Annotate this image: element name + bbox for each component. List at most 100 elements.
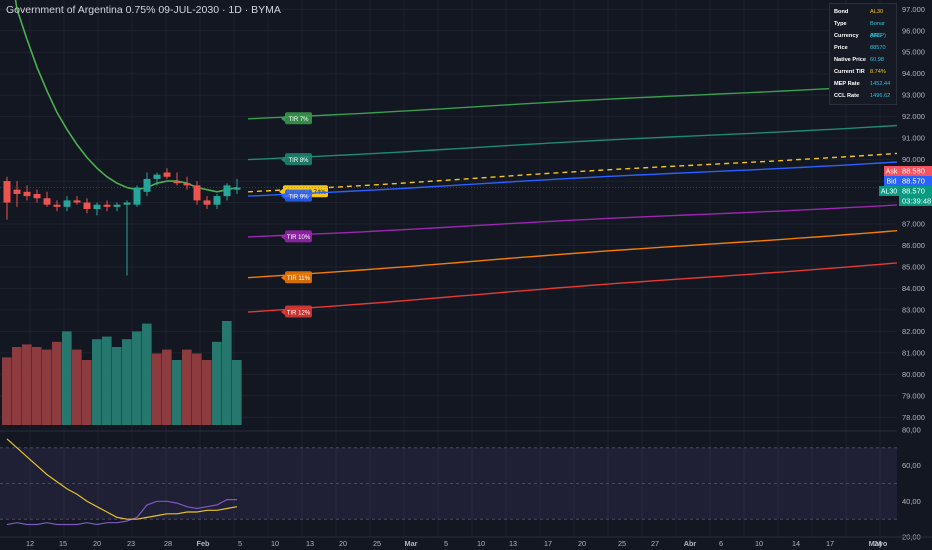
bid-price-tag-bg — [884, 176, 899, 186]
candle-body — [113, 204, 121, 207]
time-tick-label: 24 — [874, 539, 882, 548]
candle — [213, 193, 221, 209]
time-tick-label: 20 — [578, 539, 586, 548]
volume-bar — [2, 357, 12, 425]
info-value: ARS — [870, 33, 882, 39]
candle-body — [143, 178, 151, 192]
candle-body — [223, 185, 231, 197]
axis-background — [897, 0, 932, 550]
price-tick-label: 95.000 — [902, 48, 925, 57]
rsi-tick-label: 80,00 — [902, 426, 921, 435]
ask-price-value: 88.580 — [902, 167, 925, 176]
time-tick-label: 15 — [59, 539, 67, 548]
candle-body — [233, 187, 241, 190]
tir-line — [247, 204, 898, 238]
volume-bar — [82, 360, 92, 425]
time-tick-label: 13 — [509, 539, 517, 548]
time-tick-label: 27 — [651, 539, 659, 548]
volume-bar — [192, 353, 202, 425]
last-price-tag: AL30 — [881, 189, 897, 196]
tir-label-bg — [285, 230, 312, 243]
tir-label-pointer — [281, 193, 285, 200]
time-tick-label: 6 — [719, 539, 723, 548]
volume-bar — [172, 360, 182, 425]
candle — [223, 183, 231, 201]
candle — [3, 176, 11, 220]
price-tick-label: 87.000 — [902, 220, 925, 229]
candle-body — [183, 183, 191, 186]
candle — [203, 196, 211, 209]
candle-body — [163, 172, 171, 177]
info-row: Bond AL30 — [830, 6, 896, 18]
price-tick-label: 94.000 — [902, 69, 925, 78]
info-row: Current TIR 8.74% — [830, 66, 896, 78]
volume-bar — [92, 339, 102, 425]
candle-body — [103, 204, 111, 207]
last-price-value: 88.570 — [902, 187, 925, 196]
candle — [83, 198, 91, 214]
price-tick-label: 90.000 — [902, 155, 925, 164]
info-row: Price 88570 — [830, 42, 896, 54]
price-tick-label: 85.000 — [902, 262, 925, 271]
price-tick-label: 97.000 — [902, 5, 925, 14]
volume-bars — [2, 321, 242, 425]
time-tick-label: 5 — [444, 539, 448, 548]
price-tick-label: 78.000 — [902, 413, 925, 422]
candle — [103, 200, 111, 212]
time-tick-label: 13 — [306, 539, 314, 548]
ask-price-value-bg — [899, 166, 932, 176]
candle — [173, 172, 181, 186]
last-price-tag-bg — [879, 186, 899, 196]
candle — [113, 202, 121, 212]
volume-bar — [42, 349, 52, 425]
price-axis[interactable]: 97.000 96.000 95.000 94.000 93.000 92.000 91.0… — [897, 0, 932, 550]
tir-label-bg — [285, 271, 312, 284]
candle — [193, 181, 201, 205]
volume-bar — [162, 349, 172, 425]
volume-bar — [142, 323, 152, 425]
tir-line — [247, 161, 898, 197]
ask-price-tag: Ask — [886, 169, 898, 176]
tir-label-text: TIR 7% — [288, 117, 309, 123]
tir-label-pointer — [281, 156, 285, 163]
info-label: CCL Rate — [834, 93, 860, 99]
tir-label: TIR 10% — [281, 230, 312, 243]
candle — [123, 200, 131, 276]
tir-line — [247, 84, 898, 120]
tir-label: TIR 7% — [281, 112, 312, 125]
tir-label: TIR 12% — [281, 305, 312, 318]
candle — [63, 196, 71, 212]
candle-body — [123, 202, 131, 205]
ask-price-tag-bg — [884, 166, 899, 176]
candle-body — [83, 202, 91, 209]
time-tick-label: 10 — [755, 539, 763, 548]
tir-label-text: TIR 9% — [288, 194, 309, 200]
rsi-pane — [0, 447, 897, 520]
volume-bar — [102, 336, 112, 425]
time-tick-label: 21 — [874, 539, 882, 548]
time-axis[interactable]: 12 15 20 23 28 Feb 5 10 13 20 25 Mar 5 10 13 17 20 25 27 Ab… — [0, 536, 932, 548]
volume-bar — [12, 347, 22, 425]
candle-body — [43, 198, 51, 205]
candle-body — [173, 181, 181, 184]
rsi-line — [6, 499, 237, 526]
time-tick-label: 12 — [26, 539, 34, 548]
rsi_ma-line — [6, 438, 238, 520]
info-label: MEP Rate — [834, 81, 860, 87]
volume-bar — [212, 341, 222, 425]
tir-label: TIR 8% — [281, 153, 312, 166]
info-row: Currency ARS — [830, 30, 896, 42]
candle — [93, 202, 101, 216]
rsi-tick-label: 40,00 — [902, 497, 921, 506]
tir-lines: TIR 7%TIR 8%Current: 8.74%TIR 9%TIR 10%T… — [247, 84, 898, 318]
price-tick-label: 82.000 — [902, 327, 925, 336]
candle — [233, 178, 241, 194]
candle-body — [73, 200, 81, 203]
candles — [0, 168, 897, 276]
info-value: 88570 — [870, 45, 886, 51]
volume-bar — [62, 331, 72, 425]
time-tick-label: 10 — [477, 539, 485, 548]
time-tick-label: 25 — [618, 539, 626, 548]
price-tick-label: 81.000 — [902, 348, 925, 357]
